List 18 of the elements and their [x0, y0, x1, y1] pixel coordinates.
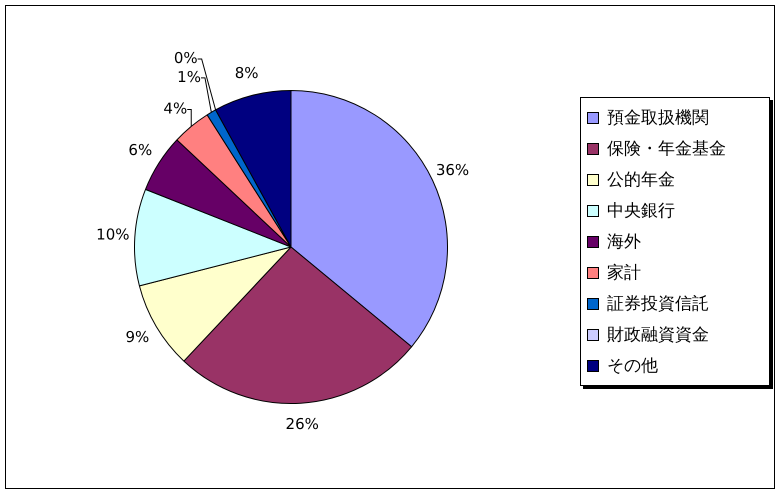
data-label: 1%: [177, 68, 201, 86]
legend-label: 預金取扱機関: [607, 107, 709, 129]
legend-label: 家計: [607, 262, 641, 284]
legend-label: 中央銀行: [607, 200, 675, 222]
legend-label: 公的年金: [607, 169, 675, 191]
legend-label: 証券投資信託: [607, 293, 709, 315]
legend-label: 保険・年金基金: [607, 138, 726, 160]
data-label: 8%: [234, 64, 259, 82]
legend-label: その他: [607, 355, 658, 377]
data-label: 26%: [286, 415, 319, 434]
legend-label: 財政融資資金: [607, 324, 709, 346]
data-label: 4%: [163, 99, 188, 118]
data-label: 10%: [96, 226, 130, 244]
data-label: 6%: [128, 141, 152, 160]
text: 0%: [174, 48, 198, 67]
data-label: 36%: [436, 160, 470, 179]
data-label: 9%: [125, 328, 150, 346]
legend-label: 海外: [607, 231, 641, 253]
